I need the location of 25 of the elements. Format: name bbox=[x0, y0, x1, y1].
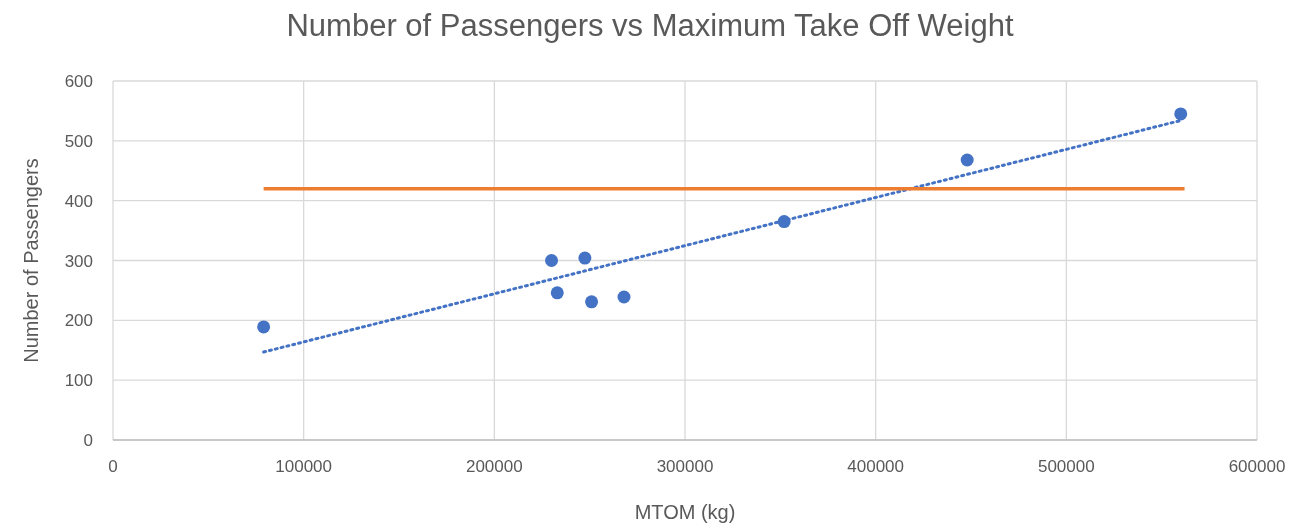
point bbox=[617, 290, 631, 304]
point bbox=[1174, 107, 1188, 121]
x-tick-label: 400000 bbox=[847, 457, 905, 476]
point bbox=[257, 320, 271, 334]
y-tick-label: 300 bbox=[64, 251, 93, 271]
point bbox=[960, 153, 974, 167]
y-tick-label: 200 bbox=[64, 311, 93, 331]
x-tick-label: 500000 bbox=[1037, 457, 1095, 476]
y-tick-label: 400 bbox=[64, 191, 93, 211]
x-tick-label: 200000 bbox=[465, 457, 523, 476]
x-axis-title: MTOM (kg) bbox=[634, 501, 736, 523]
x-tick-label: 300000 bbox=[656, 457, 714, 476]
y-tick-label: 0 bbox=[83, 431, 93, 450]
point bbox=[545, 254, 559, 267]
y-axis-title: Number of Passengers bbox=[20, 158, 42, 363]
x-tick-label: 100000 bbox=[275, 457, 333, 476]
point bbox=[578, 251, 592, 265]
point bbox=[585, 295, 599, 309]
y-tick-label: 500 bbox=[64, 131, 93, 151]
x-tick-label: 0 bbox=[108, 457, 118, 476]
x-tick-label: 600000 bbox=[1228, 457, 1286, 476]
y-tick-label: 600 bbox=[64, 72, 93, 91]
chart-title: Number of Passengers vs Maximum Take Off Weight bbox=[286, 8, 1014, 43]
y-tick-label: 100 bbox=[64, 371, 93, 391]
point bbox=[550, 286, 564, 300]
